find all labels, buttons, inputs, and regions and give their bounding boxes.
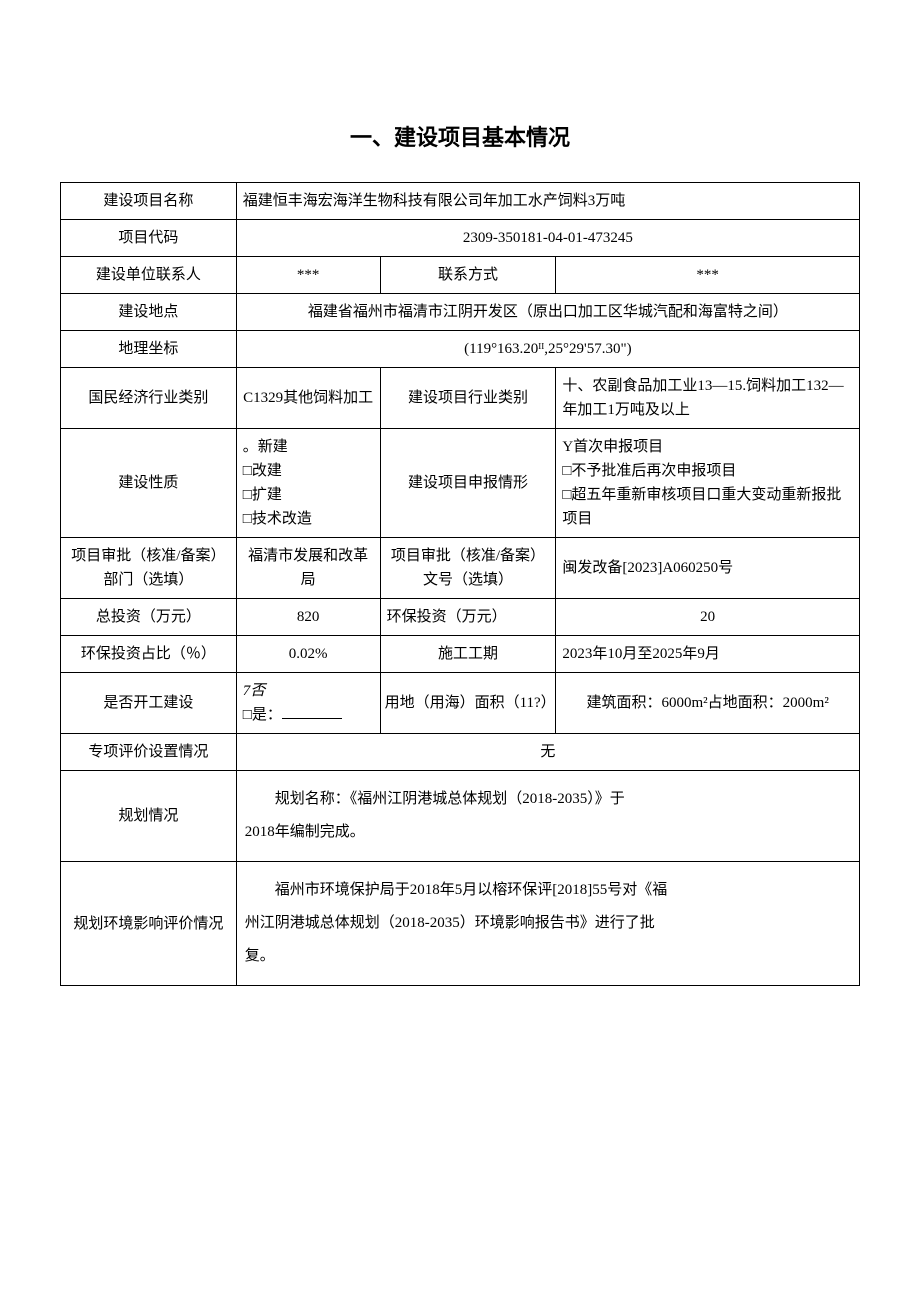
opt-new: 。新建 <box>243 435 376 459</box>
value-location: 福建省福州市福清市江阴开发区（原出口加工区华城汽配和海富特之间） <box>236 294 859 331</box>
label-contact-phone: 联系方式 <box>380 257 556 294</box>
value-coords: (119°163.20ᴵᴵ,25°29'57.30") <box>236 331 859 368</box>
label-contact-person: 建设单位联系人 <box>61 257 237 294</box>
opt-rebuild: □改建 <box>243 459 376 483</box>
label-planning: 规划情况 <box>61 771 237 862</box>
label-project-code: 项目代码 <box>61 220 237 257</box>
value-apply-type: Y首次申报项目 □不予批准后再次申报项目 □超五年重新审核项目口重大变动重新报批… <box>556 429 860 538</box>
eia-line1: 福州市环境保护局于2018年5月以榕环保评[2018]55号对《福 <box>245 874 851 907</box>
label-coords: 地理坐标 <box>61 331 237 368</box>
label-location: 建设地点 <box>61 294 237 331</box>
eia-line2: 州江阴港城总体规划（2018-2035）环境影响报告书》进行了批 <box>245 915 655 931</box>
label-industry-class: 国民经济行业类别 <box>61 368 237 429</box>
project-info-table: 建设项目名称 福建恒丰海宏海洋生物科技有限公司年加工水产饲料3万吨 项目代码 2… <box>60 182 860 986</box>
value-contact-phone: *** <box>556 257 860 294</box>
section-title: 一、建设项目基本情况 <box>60 120 860 152</box>
planning-line1: 规划名称：《福州江阴港城总体规划（2018-2035）》于 <box>245 783 851 816</box>
label-total-invest: 总投资（万元） <box>61 599 237 636</box>
label-approval-dept: 项目审批（核准/备案）部门（选填） <box>61 538 237 599</box>
eia-line3: 复。 <box>245 948 275 964</box>
value-land-area: 建筑面积：6000m²占地面积：2000m² <box>556 673 860 734</box>
label-env-invest: 环保投资（万元） <box>380 599 556 636</box>
value-project-industry: 十、农副食品加工业13—15.饲料加工132—年加工1万吨及以上 <box>556 368 860 429</box>
label-project-name: 建设项目名称 <box>61 183 237 220</box>
value-project-code: 2309-350181-04-01-473245 <box>236 220 859 257</box>
label-land-area: 用地（用海）面积（11?） <box>380 673 556 734</box>
label-env-ratio: 环保投资占比（％） <box>61 636 237 673</box>
value-contact-person: *** <box>236 257 380 294</box>
label-planning-eia: 规划环境影响评价情况 <box>61 862 237 986</box>
label-project-industry: 建设项目行业类别 <box>380 368 556 429</box>
value-build-nature: 。新建 □改建 □扩建 □技术改造 <box>236 429 380 538</box>
opt-started-yes: □是： <box>243 703 376 727</box>
value-total-invest: 820 <box>236 599 380 636</box>
value-construction-period: 2023年10月至2025年9月 <box>556 636 860 673</box>
value-started: 7否 □是： <box>236 673 380 734</box>
value-env-invest: 20 <box>556 599 860 636</box>
value-special-eval: 无 <box>236 734 859 771</box>
planning-line2: 2018年编制完成。 <box>245 824 365 840</box>
label-started: 是否开工建设 <box>61 673 237 734</box>
opt-expand: □扩建 <box>243 483 376 507</box>
opt-first-apply: Y首次申报项目 <box>562 435 855 459</box>
label-build-nature: 建设性质 <box>61 429 237 538</box>
label-special-eval: 专项评价设置情况 <box>61 734 237 771</box>
value-env-ratio: 0.02% <box>236 636 380 673</box>
opt-reapply: □不予批准后再次申报项目 <box>562 459 855 483</box>
opt-five-year: □超五年重新审核项目口重大变动重新报批项目 <box>562 483 855 531</box>
value-approval-no: 闽发改备[2023]A060250号 <box>556 538 860 599</box>
value-planning: 规划名称：《福州江阴港城总体规划（2018-2035）》于 2018年编制完成。 <box>236 771 859 862</box>
value-planning-eia: 福州市环境保护局于2018年5月以榕环保评[2018]55号对《福 州江阴港城总… <box>236 862 859 986</box>
opt-started-no: 7否 <box>243 679 376 703</box>
opt-tech: □技术改造 <box>243 507 376 531</box>
label-apply-type: 建设项目申报情形 <box>380 429 556 538</box>
value-project-name: 福建恒丰海宏海洋生物科技有限公司年加工水产饲料3万吨 <box>236 183 859 220</box>
value-industry-class: C1329其他饲料加工 <box>236 368 380 429</box>
value-approval-dept: 福清市发展和改革局 <box>236 538 380 599</box>
label-construction-period: 施工工期 <box>380 636 556 673</box>
label-approval-no: 项目审批（核准/备案）文号（选填） <box>380 538 556 599</box>
